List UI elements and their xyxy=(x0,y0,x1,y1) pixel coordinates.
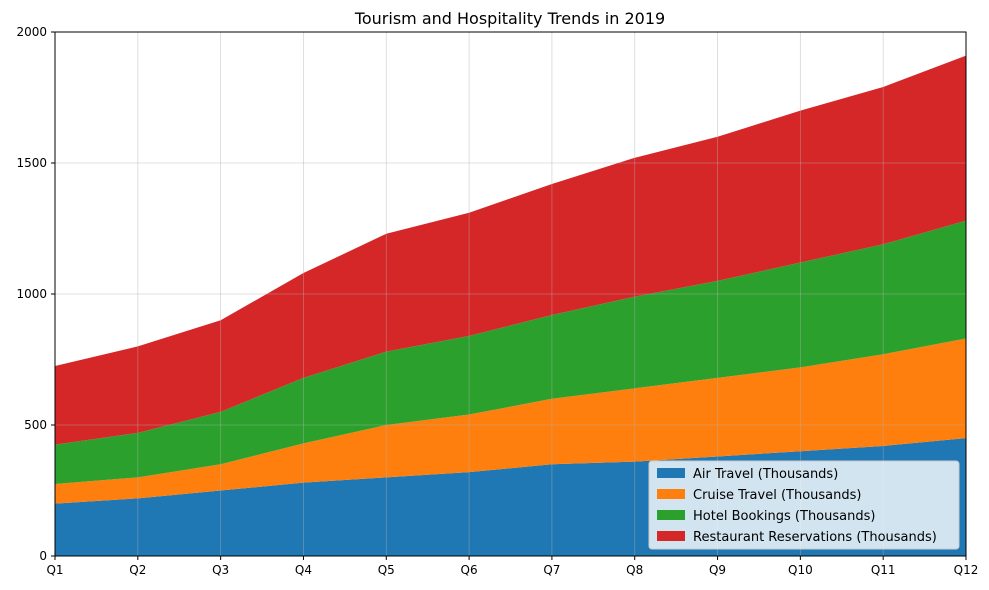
x-tick-label: Q11 xyxy=(871,563,896,577)
legend: Air Travel (Thousands) Cruise Travel (Tho… xyxy=(648,460,960,550)
legend-swatch xyxy=(657,489,685,499)
chart-title: Tourism and Hospitality Trends in 2019 xyxy=(354,9,665,28)
x-tick-label: Q4 xyxy=(295,563,312,577)
area-series-3 xyxy=(55,220,966,484)
x-tick-label: Q2 xyxy=(129,563,146,577)
legend-label: Cruise Travel (Thousands) xyxy=(693,488,861,503)
x-tick-label: Q5 xyxy=(378,563,395,577)
y-tick-label: 1000 xyxy=(16,287,47,301)
legend-label: Hotel Bookings (Thousands) xyxy=(693,509,875,524)
legend-label: Air Travel (Thousands) xyxy=(693,467,838,482)
x-tick-label: Q1 xyxy=(46,563,63,577)
x-tick-label: Q7 xyxy=(543,563,560,577)
y-tick-label: 500 xyxy=(24,418,47,432)
legend-label: Restaurant Reservations (Thousands) xyxy=(693,530,937,545)
x-tick-label: Q3 xyxy=(212,563,229,577)
y-tick-label: 0 xyxy=(39,549,47,563)
area-series-4 xyxy=(55,55,966,445)
x-tick-label: Q6 xyxy=(461,563,478,577)
x-tick-label: Q12 xyxy=(954,563,979,577)
legend-swatch xyxy=(657,468,685,478)
legend-swatch xyxy=(657,531,685,541)
x-tick-label: Q8 xyxy=(626,563,643,577)
y-tick-label: 2000 xyxy=(16,25,47,39)
area-series-2 xyxy=(55,338,966,504)
legend-box xyxy=(648,460,960,550)
y-tick-label: 1500 xyxy=(16,156,47,170)
x-tick-label: Q9 xyxy=(709,563,726,577)
x-tick-label: Q10 xyxy=(788,563,813,577)
legend-swatch xyxy=(657,510,685,520)
axes: Q1 Q2 Q3 Q4 Q5 Q6 Q7 Q8 Q9 Q10 Q11 Q12 0 500 1000 1500 2… xyxy=(16,25,978,577)
